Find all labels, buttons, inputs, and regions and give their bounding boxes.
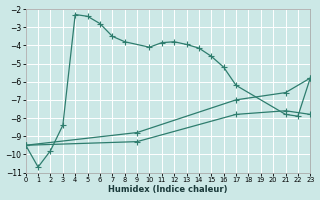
X-axis label: Humidex (Indice chaleur): Humidex (Indice chaleur) (108, 185, 228, 194)
